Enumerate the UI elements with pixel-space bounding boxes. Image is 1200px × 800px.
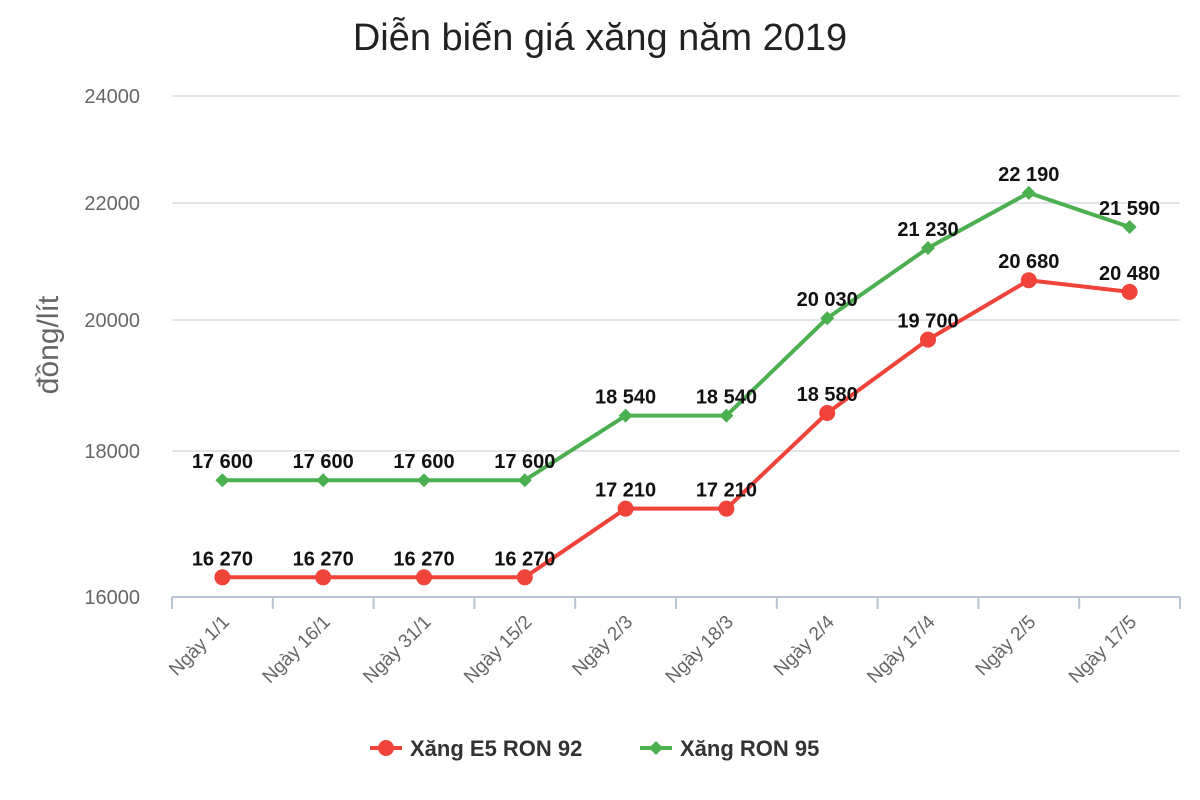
data-label: 17 210: [595, 480, 656, 502]
chart-title: Diễn biến giá xăng năm 2019: [353, 16, 847, 59]
series-1-point: [214, 569, 231, 586]
y-tick-label-16000: 16000: [84, 587, 140, 609]
data-label: 18 580: [797, 384, 858, 406]
x-tick-label: Ngày 2/3: [569, 612, 638, 681]
series-1-point: [819, 405, 836, 422]
grid-layer: [172, 95, 1180, 452]
data-label: 16 270: [192, 548, 253, 570]
data-label: 20 680: [998, 251, 1059, 273]
x-tick-label: Ngày 17/4: [863, 611, 939, 687]
y-tick-label-18000: 18000: [84, 441, 140, 463]
series-2-point: [417, 473, 431, 488]
series-2-point: [1021, 185, 1036, 200]
data-label: 19 700: [897, 311, 958, 333]
series-2-point: [215, 473, 230, 488]
data-label: 17 210: [696, 480, 757, 502]
x-tick-label: Ngày 18/3: [662, 612, 738, 688]
data-label: 17 600: [293, 451, 354, 473]
x-tick-label: Ngày 2/4: [770, 611, 839, 680]
series-2-point: [820, 311, 835, 326]
x-tick-label: Ngày 16/1: [259, 612, 335, 688]
data-label-layer: 16 270 16 270 16 270 16 270 17 210 17 210 18 5…: [192, 164, 1160, 570]
series-2-point: [1122, 219, 1137, 234]
series-layer: [214, 185, 1138, 586]
y-tick-label-24000: 24000: [84, 86, 140, 108]
series-2-point: [517, 473, 532, 488]
series-2-point: [618, 408, 633, 423]
data-label: 17 600: [393, 451, 454, 473]
legend: Xăng E5 RON 92 Xăng RON 95: [370, 736, 819, 761]
x-tick-label: Ngày 17/5: [1065, 612, 1141, 688]
series-2-point: [719, 408, 734, 423]
series-1-point: [315, 569, 332, 586]
x-tick-label: Ngày 1/1: [165, 612, 234, 681]
x-tick-label: Ngày 2/5: [972, 612, 1041, 681]
x-tick-label: Ngày 15/2: [460, 612, 536, 688]
series-1-point: [1020, 272, 1037, 289]
y-tick-label-22000: 22000: [84, 193, 140, 215]
legend-marker-1: [378, 740, 394, 756]
data-label: 16 270: [393, 548, 454, 570]
series-1-point: [920, 331, 936, 348]
legend-label-1: Xăng E5 RON 92: [410, 736, 582, 761]
data-label: 16 270: [293, 548, 354, 570]
data-label: 18 540: [595, 387, 656, 409]
series-line-2: [222, 190, 1131, 483]
y-tick-label-20000: 20000: [84, 310, 140, 332]
series-1-point: [718, 500, 735, 517]
data-label: 16 270: [494, 548, 555, 570]
series-1-point: [1121, 283, 1138, 300]
data-label: 21 590: [1099, 198, 1160, 220]
legend-marker-2: [649, 741, 663, 755]
data-label: 18 540: [696, 387, 757, 409]
series-1-point: [617, 500, 634, 517]
data-label: 20 030: [797, 289, 858, 311]
x-tick-label: Ngày 31/1: [359, 612, 435, 688]
data-label: 22 190: [998, 164, 1059, 186]
series-1-point: [416, 569, 432, 586]
series-2-point: [316, 473, 331, 488]
data-label: 17 600: [494, 451, 555, 473]
series-1-point: [516, 569, 533, 586]
series-line-1: [222, 278, 1130, 580]
y-axis-label: đồng/lít: [32, 295, 65, 394]
series-2-point: [921, 241, 935, 256]
data-label: 17 600: [192, 451, 253, 473]
legend-label-2: Xăng RON 95: [680, 736, 819, 761]
data-label: 20 480: [1099, 263, 1160, 285]
data-label: 21 230: [897, 219, 958, 241]
